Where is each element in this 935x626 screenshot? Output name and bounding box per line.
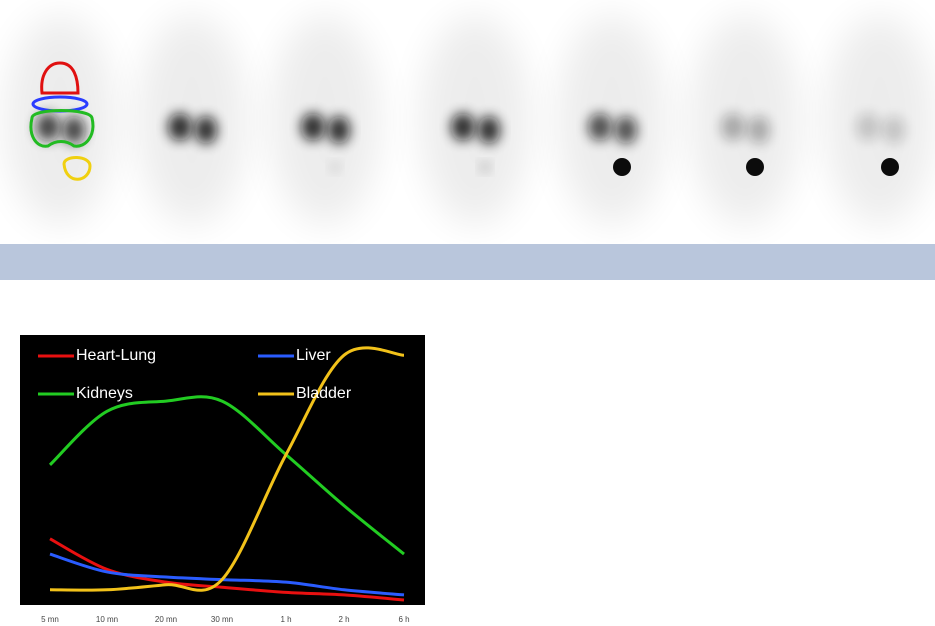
body-activity [270,15,380,225]
body-activity [420,15,530,225]
bladder [613,158,631,176]
x-tick-label: 5 mn [41,615,59,624]
figure: 5MIN10 MIN20 MIN30 MIN1 HR2 HR6 HR 5 mn 1… [0,0,935,626]
x-tick-label: 1 h [280,615,291,624]
kidney [63,116,85,144]
legend-label: Heart-Lung [76,347,156,364]
kidney [36,113,60,141]
legend-label: Kidneys [76,385,133,402]
kidney [301,113,325,141]
kidney [615,116,637,144]
body-activity [690,15,800,225]
x-tick-label: 6 h [398,615,409,624]
kidney [195,116,217,144]
body-activity [825,15,935,225]
bladder [330,162,340,172]
kidney [478,116,500,144]
kidney [588,113,612,141]
kidney [883,116,905,144]
kidney [328,116,350,144]
bladder [881,158,899,176]
kidney [748,116,770,144]
kidney [721,113,745,141]
bladder [746,158,764,176]
kidney [168,113,192,141]
x-tick-label: 10 mn [96,615,118,624]
x-tick-label: 20 mn [155,615,177,624]
legend-label: Liver [296,347,331,364]
body-activity [5,15,115,225]
label-band [0,244,935,280]
body-activity [137,15,247,225]
scan-images: 5MIN10 MIN20 MIN30 MIN1 HR2 HR6 HR [5,15,935,268]
kidney [856,113,880,141]
legend-label: Bladder [296,385,352,402]
x-tick-label: 30 mn [211,615,233,624]
x-tick-label: 2 h [338,615,349,624]
bladder [480,162,490,172]
kidney [451,113,475,141]
body-activity [557,15,667,225]
